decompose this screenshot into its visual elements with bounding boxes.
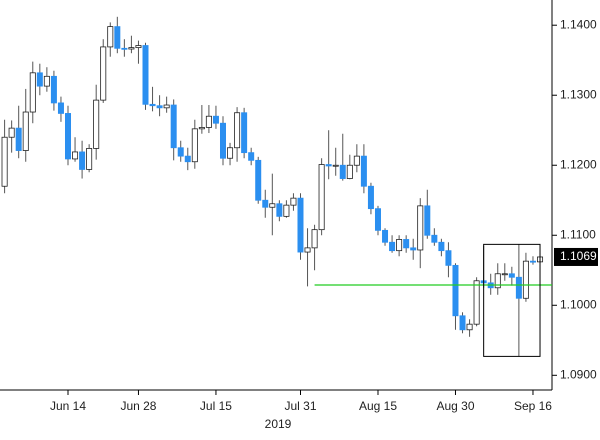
candle-body (374, 208, 381, 231)
x-tick-label: Jul 15 (200, 399, 232, 413)
candle-body (149, 103, 156, 107)
year-label: 2019 (265, 417, 292, 431)
candle-body (43, 75, 50, 87)
x-tick-label: Aug 30 (436, 399, 474, 413)
candle-body (100, 46, 107, 101)
candle-body (212, 115, 219, 124)
candle-body (452, 264, 459, 317)
candle-body (508, 273, 515, 278)
candle-body (219, 122, 226, 159)
candle-body (93, 99, 100, 149)
candle-body (15, 127, 22, 151)
x-tick-label: Jul 31 (284, 399, 316, 413)
candle-body (156, 105, 163, 109)
candle-body (283, 204, 290, 217)
candle-body (424, 205, 431, 236)
candle-body (262, 199, 269, 208)
candle-body (8, 127, 15, 138)
candle-body (431, 234, 438, 243)
candle-body (346, 164, 353, 179)
candle-body (107, 26, 114, 48)
candle-body (276, 203, 283, 217)
candle-body (198, 127, 205, 130)
candle-body (269, 203, 276, 208)
candle-body (191, 128, 198, 163)
candle-body (248, 152, 255, 161)
candle-body (29, 72, 36, 113)
candle-body (403, 239, 410, 249)
candle-body (459, 315, 466, 331)
candle-body (50, 75, 57, 104)
candle-body (227, 147, 234, 159)
y-tick-label: 1.1300 (560, 87, 597, 101)
candle-body (22, 111, 29, 151)
candle-body (367, 185, 374, 210)
candle-body (445, 250, 452, 266)
candle-body (311, 229, 318, 249)
candle-body (234, 112, 241, 149)
last-price-label: 1.1069 (560, 249, 597, 263)
candle-body (163, 104, 170, 109)
candle-body (332, 164, 339, 167)
x-tick-label: Jun 28 (120, 399, 156, 413)
candle-body (177, 147, 184, 157)
candle-body (325, 164, 332, 167)
candle-body (1, 136, 8, 187)
x-tick-label: Aug 15 (359, 399, 397, 413)
candle-body (128, 47, 135, 50)
candle-body (114, 26, 121, 49)
candle-body (205, 115, 212, 128)
candle-body (170, 104, 177, 149)
candle-body (410, 247, 417, 251)
candle-body (389, 241, 396, 252)
candle-body (353, 155, 360, 166)
candle-body (304, 247, 311, 253)
candle-body (72, 151, 79, 160)
candle-body (494, 273, 501, 289)
y-tick-label: 1.1400 (560, 17, 597, 31)
candle-body (184, 155, 191, 163)
candle-body (135, 45, 142, 49)
candle-body (255, 159, 262, 201)
y-tick-label: 1.1100 (560, 227, 596, 241)
y-tick-label: 1.1000 (560, 297, 597, 311)
candle-body (501, 273, 508, 276)
candle-body (360, 155, 367, 187)
candle-body (297, 197, 304, 253)
candle-body (515, 276, 522, 299)
candle-body (522, 260, 529, 299)
candle-body (529, 260, 536, 263)
range-box (483, 243, 541, 357)
candle-body (79, 151, 86, 170)
y-tick-label: 1.1200 (560, 157, 597, 171)
candle-body (438, 241, 445, 252)
x-tick-label: Sep 16 (514, 399, 552, 413)
y-tick-label: 1.0900 (560, 367, 597, 381)
last-price-box (554, 247, 598, 266)
candle-body (241, 112, 248, 154)
candle-body (396, 239, 403, 252)
candle-body (86, 148, 93, 170)
candle-body (417, 205, 424, 251)
candle-body (121, 47, 128, 50)
candle-body (142, 45, 149, 105)
candle-body (382, 229, 389, 243)
candle-body (65, 113, 72, 160)
candle-body (57, 102, 64, 114)
candle-body (466, 323, 473, 331)
x-tick-label: Jun 14 (50, 399, 86, 413)
candle-body (290, 197, 297, 206)
candle-body (339, 164, 346, 179)
candle-body (318, 164, 325, 231)
candle-body (473, 280, 480, 325)
candle-body (36, 72, 43, 87)
